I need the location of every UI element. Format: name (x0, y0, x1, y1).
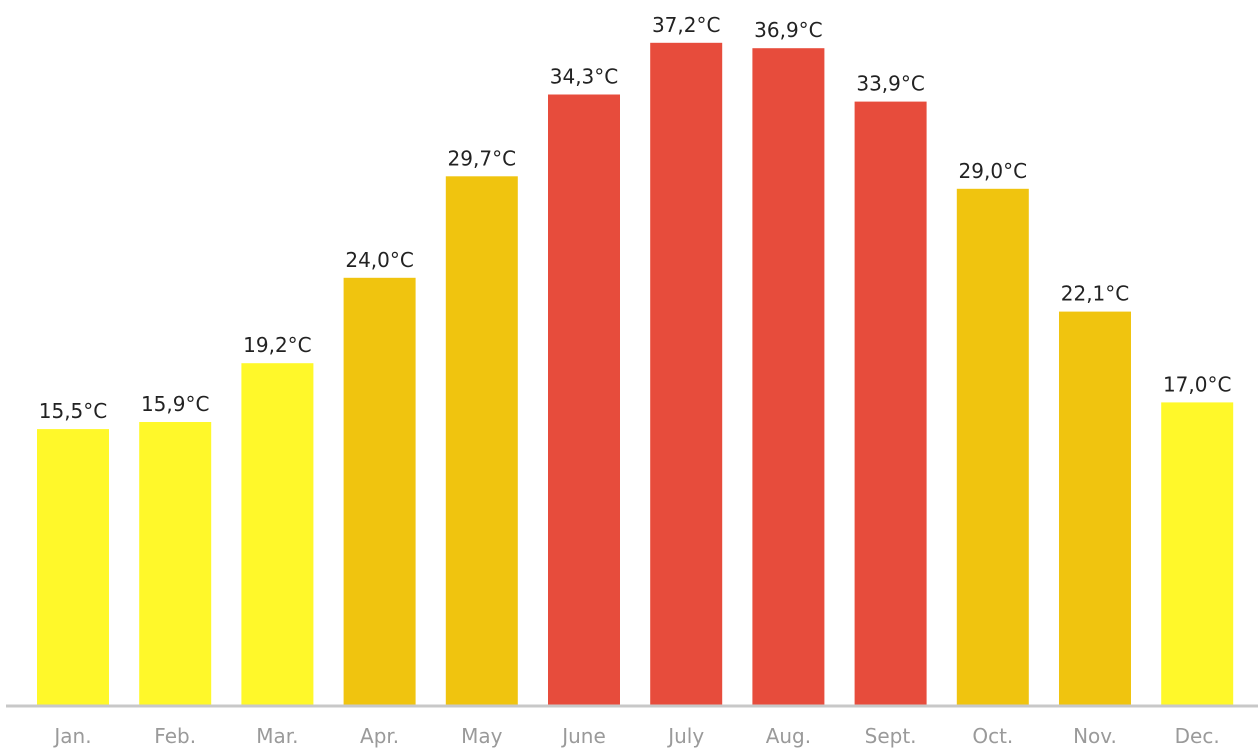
value-labels-layer: 15,5°C 15,9°C 19,2°C 24,0°C 29,7°C 34,3°C 37,2… (39, 13, 1232, 423)
value-label-june: 34,3°C (550, 65, 619, 89)
value-label-july: 37,2°C (652, 13, 721, 37)
x-tick-label-may: May (461, 724, 503, 748)
bar-june (548, 94, 620, 705)
x-tick-label-apr: Apr. (360, 724, 399, 748)
value-label-nov: 22,1°C (1061, 282, 1130, 306)
value-label-apr: 24,0°C (345, 248, 414, 272)
bar-dec (1161, 402, 1234, 705)
bar-nov (1059, 311, 1131, 705)
x-tick-label-jan: Jan. (52, 724, 91, 748)
value-label-feb: 15,9°C (141, 392, 210, 416)
bar-sept (854, 101, 927, 706)
value-label-dec: 17,0°C (1163, 372, 1232, 396)
bar-oct (956, 188, 1029, 706)
x-tick-label-feb: Feb. (154, 724, 196, 748)
value-label-aug: 36,9°C (754, 18, 823, 42)
x-tick-label-july: July (666, 724, 704, 748)
bar-may (445, 176, 518, 706)
x-tick-label-aug: Aug. (766, 724, 811, 748)
x-tick-label-oct: Oct. (972, 724, 1013, 748)
bar-jan (37, 429, 109, 705)
value-label-oct: 29,0°C (959, 159, 1028, 183)
x-tick-label-nov: Nov. (1073, 724, 1117, 748)
value-label-may: 29,7°C (448, 146, 517, 170)
bar-mar (241, 363, 314, 705)
tick-labels-layer: Jan. Feb. Mar. Apr. May June July Aug. Sept. Oct.… (52, 724, 1219, 748)
bar-aug (752, 48, 825, 705)
x-tick-label-sept: Sept. (865, 724, 917, 748)
value-label-jan: 15,5°C (39, 399, 108, 423)
value-label-mar: 19,2°C (243, 333, 312, 357)
x-tick-label-dec: Dec. (1175, 724, 1220, 748)
x-tick-label-june: June (560, 724, 606, 748)
value-label-sept: 33,9°C (856, 72, 925, 96)
bar-apr (343, 277, 416, 705)
x-tick-label-mar: Mar. (256, 724, 298, 748)
bar-feb (139, 422, 212, 705)
bar-july (650, 42, 723, 706)
bars-layer (37, 42, 1234, 706)
